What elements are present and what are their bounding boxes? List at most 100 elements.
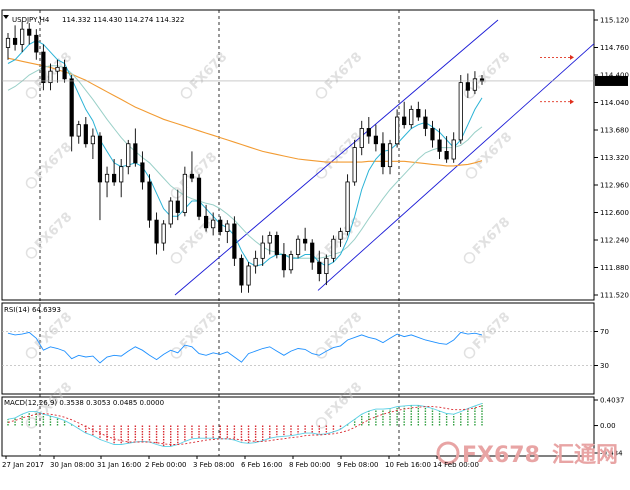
watermark-text: FX678 [472,130,515,173]
candle-body-5 [41,51,46,84]
candle-body-48 [345,181,350,232]
watermark-logo-icon [315,87,328,99]
watermark-text: FX678 [322,50,365,93]
x-tick-label-9: 14 Feb 00:00 [433,461,479,469]
candle-body-35 [253,257,258,267]
watermark-logo-icon [315,167,328,179]
symbol-label: USDJPY,H4 [12,16,50,24]
macd-tick-label-1: 0.00 [600,422,616,430]
target-arrow-head-icon-1 [570,99,574,105]
candle-body-38 [274,235,279,255]
candle-body-16 [119,166,124,183]
candle-body-22 [161,223,166,244]
target-arrow-head-icon-0 [570,54,574,60]
y-tick-label-5: 113.320 [600,154,629,162]
candle-body-36 [260,242,265,259]
candle-body-4 [34,34,39,53]
x-tick-label-6: 8 Feb 00:00 [289,461,330,469]
watermark-5: FX678 [170,150,220,199]
watermark-13: FX678 [170,310,220,359]
candle-body-43 [310,242,315,263]
candle-body-40 [288,254,294,271]
brand-cn-text: 汇通网 [552,443,618,468]
candle-body-2 [20,28,25,45]
candle-body-41 [295,238,301,255]
candle-body-17 [126,143,131,168]
watermark-6: FX678 [315,130,365,179]
macd-main-line [7,402,483,447]
watermark-2: FX678 [315,50,365,99]
candle-body-32 [232,223,237,259]
candle-body-23 [168,200,173,225]
y-tick-label-8: 112.240 [600,237,629,245]
candle-body-7 [55,66,60,72]
current-price-label: 114.322 [598,77,627,85]
candle-body-18 [133,143,138,164]
main-panel [1,9,595,301]
candle-body-62 [444,150,449,160]
candle-body-3 [27,28,32,36]
candle-body-34 [246,265,251,286]
rsi-level-label-1: 30 [600,362,609,370]
watermark-logo-icon [25,347,38,359]
watermark-logo-icon [463,252,476,264]
watermark-logo-icon [465,167,478,179]
candle-body-14 [104,173,110,183]
watermark-logo-icon [25,177,38,189]
candle-body-53 [380,143,386,168]
macd-tick-label-0: 0.4037 [600,397,625,405]
watermark-logo-icon [463,347,476,359]
candle-body-58 [416,108,421,118]
candle-body-12 [90,135,95,145]
x-tick-label-1: 30 Jan 08:00 [50,461,94,469]
watermark-8: FX678 [25,210,75,259]
candle-body-52 [373,135,378,145]
candle-body-44 [317,261,322,275]
ma-fast-line [7,40,483,267]
candle-body-63 [451,139,456,160]
y-tick-label-6: 112.960 [600,182,629,190]
watermark-logo-icon [315,417,328,429]
y-tick-label-2: 114.400 [600,72,629,80]
macd-signal-line [7,405,483,445]
x-tick-label-4: 3 Feb 08:00 [193,461,234,469]
candle-body-47 [338,231,343,240]
y-tick-label-10: 111.520 [600,292,629,300]
current-price-box [595,75,628,86]
watermark-10: FX678 [315,215,365,264]
candle-body-28 [203,215,209,229]
candle-body-10 [76,124,81,137]
candle-body-49 [352,147,357,183]
candle-body-25 [182,173,187,213]
candle-body-55 [395,116,400,145]
candle-body-60 [430,128,435,141]
ma-medium-line [7,65,483,259]
candle-body-27 [196,177,202,217]
ohlc-label: 114.332 114.430 114.274 114.322 [62,16,184,24]
watermark-text: FX678 [32,210,75,253]
candle-body-13 [97,135,103,183]
candle-body-46 [331,238,336,259]
watermark-1: FX678 [180,50,230,99]
macd-panel [1,396,595,457]
candle-body-11 [83,124,88,145]
candle-body-39 [281,254,287,271]
candle-body-1 [12,37,18,45]
x-tick-label-5: 6 Feb 16:00 [241,461,282,469]
macd-tick-label-2: -0.434 [600,450,623,458]
watermark-15: FX678 [463,310,513,359]
watermark-logo-icon [25,87,38,99]
y-tick-label-3: 114.040 [600,99,629,107]
candle-body-61 [437,139,442,152]
candle-body-57 [409,108,414,126]
x-tick-label-3: 2 Feb 00:00 [145,461,186,469]
watermark-17: FX678 [315,380,365,429]
candle-body-21 [154,219,159,244]
candle-body-56 [402,116,407,126]
candle-body-6 [48,70,53,84]
rsi-panel [1,302,595,395]
x-tick-label-7: 9 Feb 08:00 [337,461,378,469]
candle-body-50 [359,128,364,148]
x-tick-label-2: 31 Jan 16:00 [97,461,141,469]
